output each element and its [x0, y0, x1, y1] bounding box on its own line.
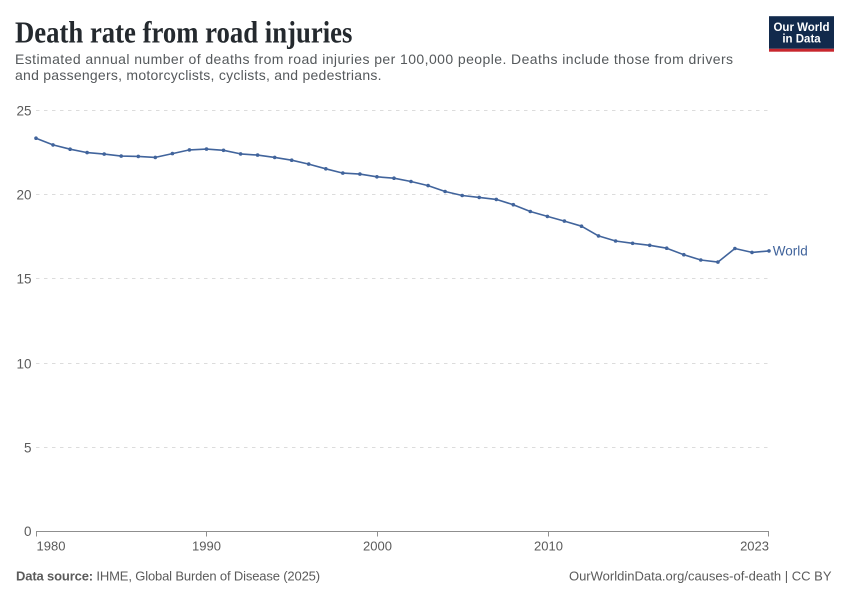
svg-text:Estimated annual number of dea: Estimated annual number of deaths from r… [15, 51, 733, 67]
svg-text:in Data: in Data [782, 34, 821, 46]
svg-text:2010: 2010 [534, 539, 563, 554]
svg-text:Data source: IHME, Global Burd: Data source: IHME, Global Burden of Dise… [16, 568, 320, 583]
svg-text:2023: 2023 [740, 539, 769, 554]
svg-text:10: 10 [16, 356, 31, 371]
svg-text:1980: 1980 [37, 539, 66, 554]
svg-text:15: 15 [16, 271, 31, 286]
svg-text:Death rate from road injuries: Death rate from road injuries [15, 16, 352, 50]
svg-text:and passengers, motorcyclists,: and passengers, motorcyclists, cyclists,… [15, 67, 382, 83]
svg-text:25: 25 [16, 103, 31, 118]
svg-text:2000: 2000 [363, 539, 392, 554]
svg-text:1990: 1990 [192, 539, 221, 554]
svg-text:20: 20 [16, 187, 31, 202]
svg-text:World: World [773, 244, 808, 259]
svg-text:Our World: Our World [773, 22, 829, 34]
svg-text:5: 5 [24, 440, 32, 455]
svg-text:0: 0 [24, 524, 32, 539]
svg-text:OurWorldinData.org/causes-of-d: OurWorldinData.org/causes-of-death | CC … [569, 568, 832, 583]
